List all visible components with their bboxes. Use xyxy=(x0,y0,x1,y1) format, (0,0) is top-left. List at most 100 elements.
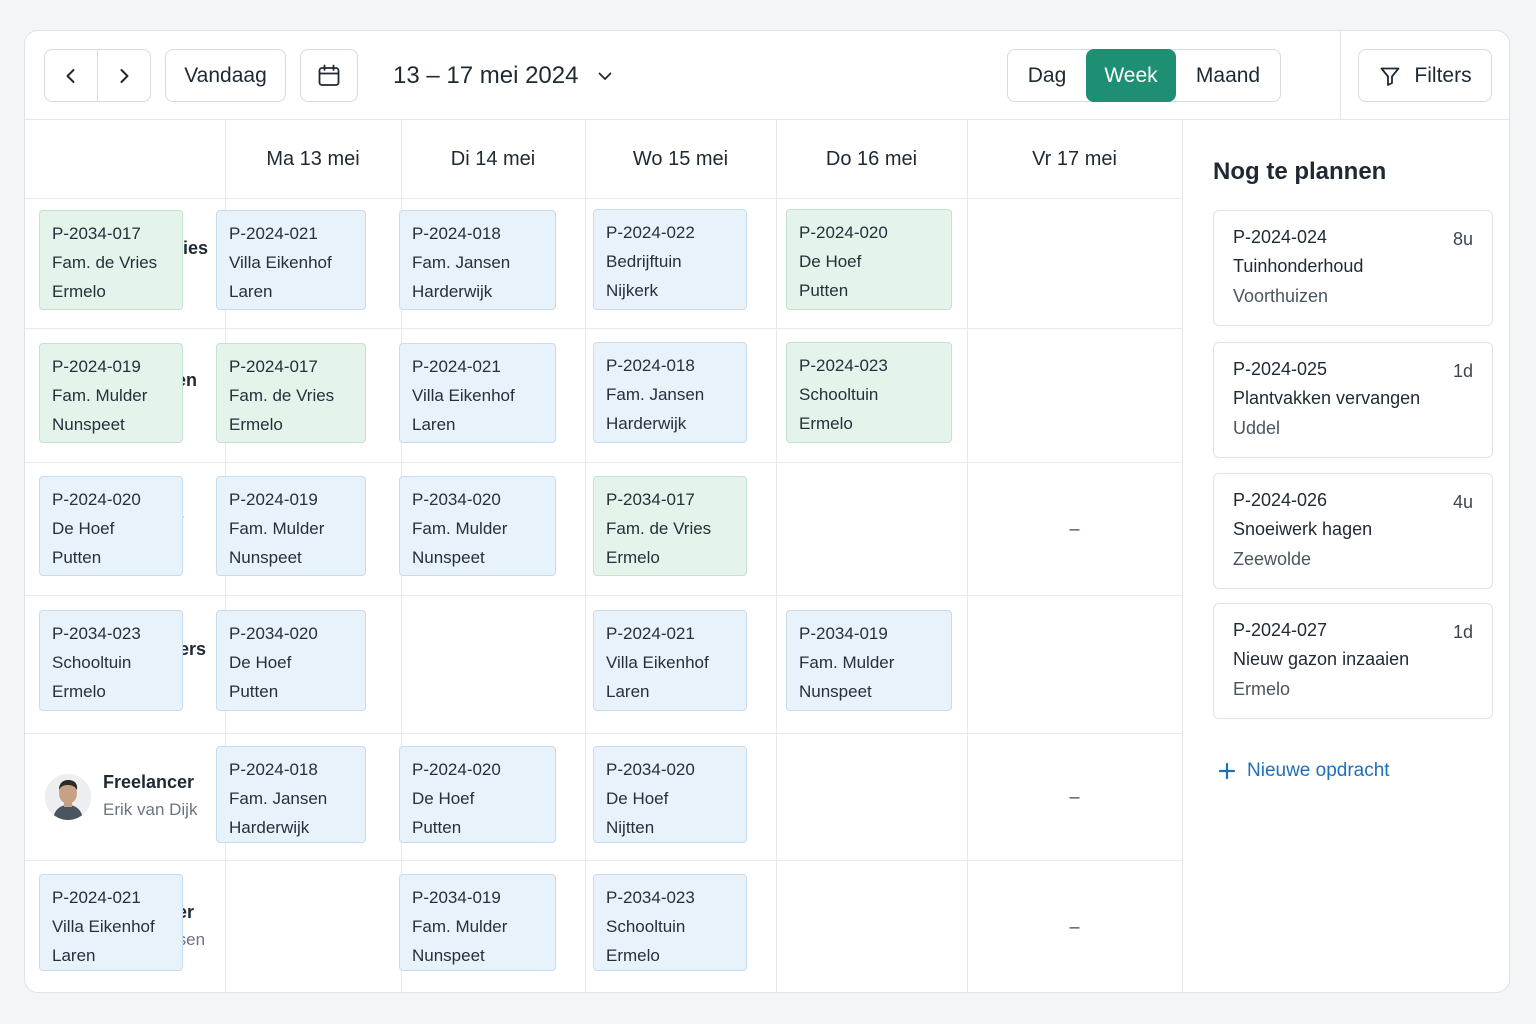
empty-slot: – xyxy=(1069,518,1080,538)
job-place: Nunspeet xyxy=(412,548,485,567)
job-card[interactable]: P-2024-020 De Hoef Putten xyxy=(786,209,952,310)
unplanned-job-card[interactable]: P-2024-027 1d Nieuw gazon inzaaien Ermelo xyxy=(1213,603,1493,719)
job-place: Nunspeet xyxy=(799,682,872,701)
job-code: P-2024-020 xyxy=(52,490,141,509)
job-card[interactable]: P-2024-017 Fam. de Vries Ermelo xyxy=(216,343,366,443)
job-card[interactable]: P-2024-019 Fam. Mulder Nunspeet xyxy=(39,343,183,443)
job-place: Ermelo xyxy=(799,414,853,433)
new-job-label: Nieuwe opdracht xyxy=(1247,760,1390,781)
new-job-button[interactable]: Nieuwe opdracht xyxy=(1217,760,1390,782)
today-button[interactable]: Vandaag xyxy=(165,49,286,102)
job-client: Fam. Mulder xyxy=(412,917,508,936)
date-picker-button[interactable] xyxy=(300,49,358,102)
job-client: Villa Eikenhof xyxy=(412,386,515,405)
filters-label: Filters xyxy=(1414,63,1472,87)
job-card[interactable]: P-2034-020 De Hoef Putten xyxy=(216,610,366,711)
unplanned-job-card[interactable]: P-2024-025 1d Plantvakken vervangen Uddel xyxy=(1213,342,1493,458)
job-card[interactable]: P-2024-021 Villa Eikenhof Laren xyxy=(39,874,183,971)
job-place: Voorthuizen xyxy=(1233,286,1329,306)
job-place: Putten xyxy=(52,548,102,567)
job-card[interactable]: P-2024-018 Fam. Jansen Harderwijk xyxy=(593,342,747,443)
unplanned-job-card[interactable]: P-2024-026 4u Snoeiwerk hagen Zeewolde xyxy=(1213,473,1493,589)
chevron-right-icon xyxy=(120,68,129,83)
job-card[interactable]: P-2034-023 Schooltuin Ermelo xyxy=(593,874,747,971)
empty-slot: – xyxy=(1069,786,1080,806)
job-card[interactable]: P-2034-019 Fam. Mulder Nunspeet xyxy=(399,874,556,971)
job-code: P-2034-020 xyxy=(606,760,695,779)
next-week-button[interactable] xyxy=(97,50,150,101)
calendar-icon xyxy=(318,64,340,86)
job-code: P-2024-018 xyxy=(229,760,318,779)
job-duration: 1d xyxy=(1452,622,1473,642)
planning-app: Vandaag 13 – 17 mei 2024 Dag Week Maand … xyxy=(24,30,1510,993)
row-divider xyxy=(25,198,1182,199)
day-header: Vr 17 mei xyxy=(1032,147,1117,170)
filters-button[interactable]: Filters xyxy=(1358,49,1492,102)
person-photo-icon xyxy=(45,773,91,820)
job-card[interactable]: P-2024-021 Villa Eikenhof Laren xyxy=(216,210,366,310)
row-divider xyxy=(25,860,1182,861)
view-week-tab[interactable]: Week xyxy=(1086,49,1176,102)
job-code: P-2034-017 xyxy=(606,490,695,509)
job-card[interactable]: P-2034-017 Fam. de Vries Ermelo xyxy=(593,476,747,576)
job-card[interactable]: P-2024-021 Villa Eikenhof Laren xyxy=(399,343,556,443)
job-code: P-2024-018 xyxy=(606,356,695,375)
plus-icon xyxy=(1218,762,1236,780)
job-place: Nunspeet xyxy=(412,946,485,965)
unplanned-job-card[interactable]: P-2024-024 8u Tuinhonderhoud Voorthuizen xyxy=(1213,210,1493,326)
job-card[interactable]: P-2034-023 Schooltuin Ermelo xyxy=(39,610,183,711)
view-month-tab[interactable]: Maand xyxy=(1195,63,1261,87)
job-code: P-2024-027 xyxy=(1233,620,1328,640)
job-client: Fam. de Vries xyxy=(52,253,158,272)
job-card[interactable]: P-2024-021 Villa Eikenhof Laren xyxy=(593,610,747,711)
job-code: P-2034-019 xyxy=(412,888,501,907)
job-card[interactable]: P-2034-020 De Hoef Nijtten xyxy=(593,746,747,843)
job-place: Ermelo xyxy=(52,282,106,301)
job-code: P-2024-021 xyxy=(229,224,318,243)
column-divider xyxy=(585,120,586,992)
job-card[interactable]: P-2024-018 Fam. Jansen Harderwijk xyxy=(216,746,366,843)
job-card[interactable]: P-2034-017 Fam. de Vries Ermelo xyxy=(39,210,183,310)
view-day-tab[interactable]: Dag xyxy=(1027,63,1067,87)
job-card[interactable]: P-2024-022 Bedrijftuin Nijkerk xyxy=(593,209,747,310)
job-place: Uddel xyxy=(1233,418,1281,438)
previous-week-button[interactable] xyxy=(45,50,97,101)
job-card[interactable]: P-2024-020 De Hoef Putten xyxy=(39,476,183,576)
job-place: Ermelo xyxy=(606,548,660,567)
job-duration: 1d xyxy=(1452,361,1473,381)
column-divider xyxy=(776,120,777,992)
date-range-selector[interactable]: 13 – 17 mei 2024 xyxy=(393,59,614,93)
job-card[interactable]: P-2034-020 Fam. Mulder Nunspeet xyxy=(399,476,556,576)
job-client: De Hoef xyxy=(229,653,292,672)
job-code: P-2024-018 xyxy=(412,224,501,243)
job-client: Schooltuin xyxy=(606,917,686,936)
job-duration: 4u xyxy=(1452,492,1473,512)
job-place: Laren xyxy=(412,415,456,434)
job-code: P-2024-025 xyxy=(1233,359,1328,379)
job-card[interactable]: P-2024-018 Fam. Jansen Harderwijk xyxy=(399,210,556,310)
job-card[interactable]: P-2024-023 Schooltuin Ermelo xyxy=(786,342,952,443)
job-place: Putten xyxy=(799,281,849,300)
job-card[interactable]: P-2024-020 De Hoef Putten xyxy=(399,746,556,843)
unplanned-panel: Nog te plannen Nieuwe opdracht P-2024-02… xyxy=(1182,120,1509,992)
job-client: Fam. Mulder xyxy=(52,386,148,405)
toolbar: Vandaag 13 – 17 mei 2024 Dag Week Maand … xyxy=(25,31,1509,120)
row-divider xyxy=(25,462,1182,463)
job-client: Schooltuin xyxy=(52,653,132,672)
job-code: P-2034-023 xyxy=(52,624,141,643)
job-client: De Hoef xyxy=(52,519,115,538)
avatar xyxy=(45,773,91,820)
day-header: Do 16 mei xyxy=(825,147,918,170)
job-client: De Hoef xyxy=(412,789,475,808)
job-client: De Hoef xyxy=(799,252,862,271)
job-code: P-2024-021 xyxy=(412,357,501,376)
job-card[interactable]: P-2024-019 Fam. Mulder Nunspeet xyxy=(216,476,366,576)
job-client: Villa Eikenhof xyxy=(52,917,155,936)
job-code: P-2024-019 xyxy=(229,490,318,509)
job-client: Fam. de Vries xyxy=(606,519,712,538)
job-card[interactable]: P-2034-019 Fam. Mulder Nunspeet xyxy=(786,610,952,711)
column-divider xyxy=(967,120,968,992)
job-place: Harderwijk xyxy=(229,818,310,837)
day-header: Ma 13 mei xyxy=(266,147,360,170)
job-place: Harderwijk xyxy=(412,282,493,301)
